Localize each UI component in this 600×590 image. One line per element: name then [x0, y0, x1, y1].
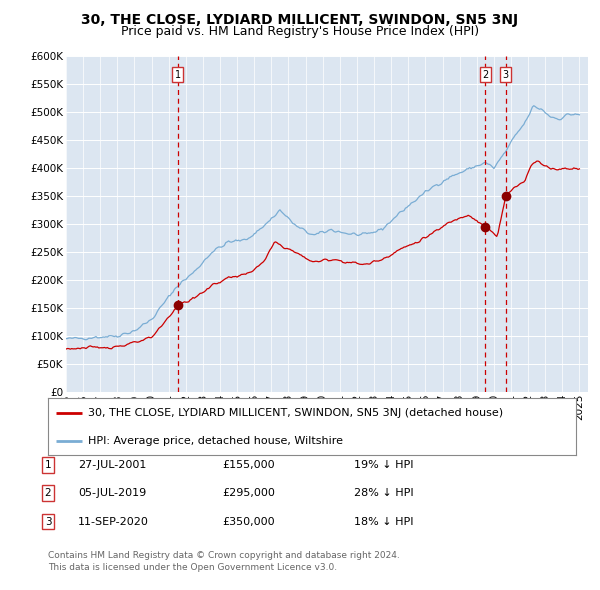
Text: 27-JUL-2001: 27-JUL-2001 — [78, 460, 146, 470]
Text: 3: 3 — [44, 517, 52, 526]
Text: 1: 1 — [44, 460, 52, 470]
Text: 1: 1 — [175, 70, 181, 80]
Text: £295,000: £295,000 — [222, 489, 275, 498]
Text: Contains HM Land Registry data © Crown copyright and database right 2024.: Contains HM Land Registry data © Crown c… — [48, 552, 400, 560]
Text: 19% ↓ HPI: 19% ↓ HPI — [354, 460, 413, 470]
Text: 11-SEP-2020: 11-SEP-2020 — [78, 517, 149, 526]
Text: HPI: Average price, detached house, Wiltshire: HPI: Average price, detached house, Wilt… — [88, 436, 343, 446]
Text: 3: 3 — [503, 70, 509, 80]
Text: £155,000: £155,000 — [222, 460, 275, 470]
Text: 30, THE CLOSE, LYDIARD MILLICENT, SWINDON, SN5 3NJ (detached house): 30, THE CLOSE, LYDIARD MILLICENT, SWINDO… — [88, 408, 503, 418]
Text: 28% ↓ HPI: 28% ↓ HPI — [354, 489, 413, 498]
Text: £350,000: £350,000 — [222, 517, 275, 526]
Text: Price paid vs. HM Land Registry's House Price Index (HPI): Price paid vs. HM Land Registry's House … — [121, 25, 479, 38]
Text: 2: 2 — [44, 489, 52, 498]
Text: This data is licensed under the Open Government Licence v3.0.: This data is licensed under the Open Gov… — [48, 563, 337, 572]
Text: 05-JUL-2019: 05-JUL-2019 — [78, 489, 146, 498]
Text: 30, THE CLOSE, LYDIARD MILLICENT, SWINDON, SN5 3NJ: 30, THE CLOSE, LYDIARD MILLICENT, SWINDO… — [82, 13, 518, 27]
Text: 2: 2 — [482, 70, 488, 80]
Text: 18% ↓ HPI: 18% ↓ HPI — [354, 517, 413, 526]
